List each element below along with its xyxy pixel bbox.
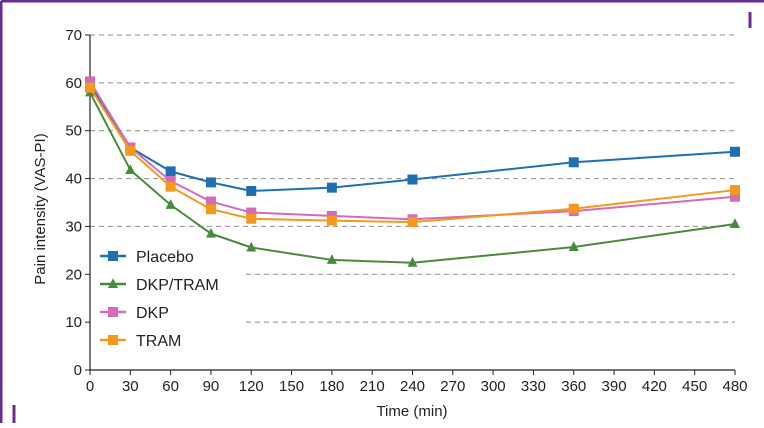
tick-labels: 0 10 20 30 40 50 60 70 0 30 60 90 120 150 180 210 240 270… bbox=[65, 27, 747, 395]
data-point bbox=[246, 186, 257, 197]
legend-label: DKP bbox=[136, 305, 169, 322]
data-point bbox=[730, 185, 740, 196]
data-point bbox=[407, 174, 418, 185]
legend-item-dkp: DKP bbox=[100, 305, 169, 322]
x-tick-label-210: 210 bbox=[360, 378, 385, 395]
x-tick-label-390: 390 bbox=[602, 378, 627, 395]
data-point bbox=[246, 207, 257, 218]
data-point bbox=[730, 191, 740, 202]
legend-label: Placebo bbox=[136, 249, 194, 266]
legend-label: DKP/TRAM bbox=[136, 277, 219, 294]
data-point bbox=[326, 254, 337, 264]
data-point bbox=[407, 217, 418, 228]
y-tick-label-70: 70 bbox=[65, 27, 82, 44]
x-tick-label-240: 240 bbox=[400, 378, 425, 395]
x-axis-label: Time (min) bbox=[376, 403, 447, 420]
x-tick-label-60: 60 bbox=[162, 378, 179, 395]
x-tick-label-480: 480 bbox=[722, 378, 747, 395]
y-tick-label-30: 30 bbox=[65, 218, 82, 235]
series-line bbox=[89, 80, 736, 221]
legend-item-tram: TRAM bbox=[100, 333, 181, 350]
legend-label: TRAM bbox=[136, 333, 181, 350]
legend-swatch-marker bbox=[108, 307, 118, 317]
data-point bbox=[205, 177, 216, 188]
series-dkp bbox=[85, 76, 740, 225]
legend-item-placebo: Placebo bbox=[100, 249, 194, 266]
x-tick-label-120: 120 bbox=[239, 378, 264, 395]
data-point bbox=[246, 241, 257, 252]
legend-swatch-marker bbox=[108, 278, 118, 288]
data-point bbox=[165, 166, 176, 177]
x-tick-label-90: 90 bbox=[203, 378, 220, 395]
legend-swatch-marker bbox=[108, 251, 118, 261]
series-lines bbox=[85, 76, 740, 267]
x-tick-label-180: 180 bbox=[319, 378, 344, 395]
data-point bbox=[85, 76, 95, 87]
y-tick-label-20: 20 bbox=[65, 266, 82, 283]
x-tick-label-0: 0 bbox=[86, 378, 94, 395]
data-point bbox=[85, 82, 95, 93]
data-point bbox=[205, 204, 216, 215]
data-point bbox=[165, 181, 176, 192]
x-tick-label-420: 420 bbox=[642, 378, 667, 395]
data-point bbox=[568, 203, 579, 214]
x-tick-label-450: 450 bbox=[682, 378, 707, 395]
x-tick-label-300: 300 bbox=[481, 378, 506, 395]
data-point bbox=[326, 182, 337, 193]
data-point bbox=[730, 218, 740, 229]
y-tick-label-10: 10 bbox=[65, 314, 82, 331]
grid-lines bbox=[90, 34, 735, 323]
x-tick-label-360: 360 bbox=[561, 378, 586, 395]
data-point bbox=[205, 227, 216, 238]
data-point bbox=[568, 157, 579, 168]
x-tick-label-330: 330 bbox=[521, 378, 546, 395]
data-point bbox=[568, 241, 579, 252]
data-point bbox=[246, 213, 257, 224]
axes bbox=[89, 35, 735, 371]
data-point bbox=[125, 164, 136, 174]
data-point bbox=[165, 199, 176, 209]
x-tick-label-150: 150 bbox=[279, 378, 304, 395]
data-point bbox=[165, 175, 176, 186]
series-dkp-tram bbox=[85, 86, 740, 267]
y-tick-label-40: 40 bbox=[65, 171, 82, 188]
y-tick-label-60: 60 bbox=[65, 75, 82, 92]
legend-swatch-marker bbox=[108, 335, 118, 345]
series-tram bbox=[85, 82, 740, 228]
data-point bbox=[326, 215, 337, 226]
series-line bbox=[89, 87, 736, 224]
legend-item-dkp-tram: DKP/TRAM bbox=[100, 277, 219, 294]
data-point bbox=[125, 145, 136, 156]
y-axis-label: Pain intensity (VAS-PI) bbox=[32, 133, 49, 284]
data-point bbox=[407, 257, 418, 267]
x-tick-label-30: 30 bbox=[122, 378, 139, 395]
legend: Placebo DKP/TRAM DKP TRAM bbox=[100, 249, 219, 350]
x-tick-label-270: 270 bbox=[440, 378, 465, 395]
data-point bbox=[205, 196, 216, 207]
data-point bbox=[730, 146, 740, 157]
y-tick-label-50: 50 bbox=[65, 123, 82, 140]
y-tick-label-0: 0 bbox=[74, 362, 82, 379]
